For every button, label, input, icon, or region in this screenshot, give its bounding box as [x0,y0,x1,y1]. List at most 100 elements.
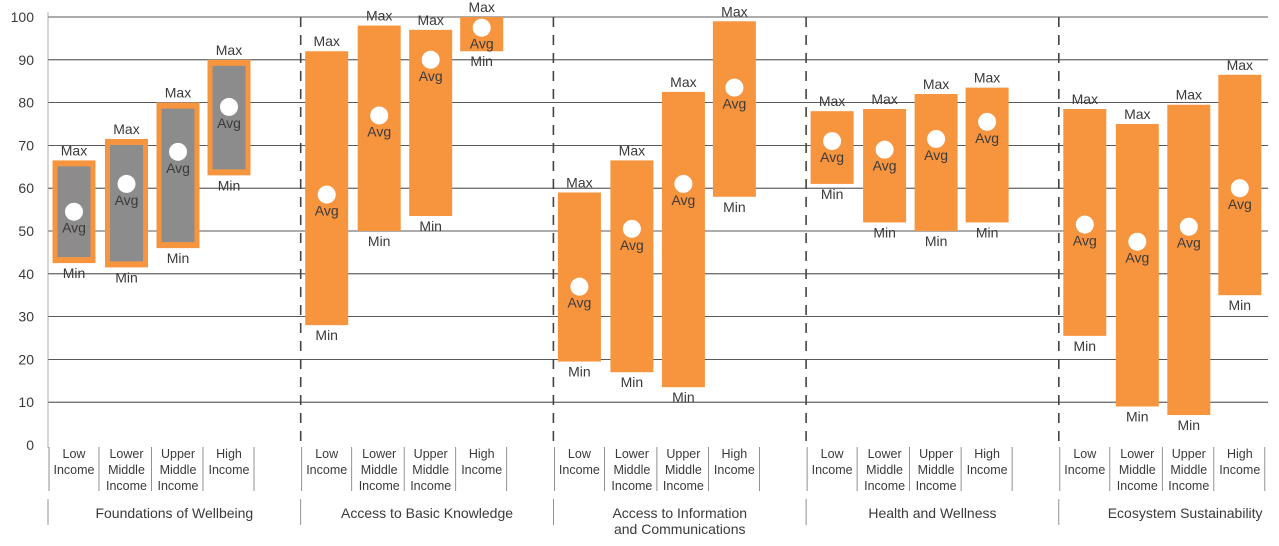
category-label: Income [812,463,853,477]
avg-label: Avg [820,149,844,165]
max-label: Max [61,142,87,158]
inner-range-bar [212,65,246,170]
category-label: Middle [665,463,702,477]
category-label: Lower [109,447,143,461]
avg-label: Avg [166,160,190,176]
min-label: Min [621,374,644,390]
avg-label: Avg [62,220,86,236]
y-tick-label: 0 [26,437,34,453]
y-tick-label: 20 [18,351,34,367]
category-label: Income [967,463,1008,477]
y-tick-label: 40 [18,266,34,282]
category-label: Low [1073,447,1097,461]
min-label: Min [873,224,896,240]
range-bar [712,21,756,197]
category-label: Low [315,447,339,461]
max-label: Max [619,142,645,158]
max-label: Max [1072,91,1098,107]
avg-label: Avg [367,123,391,139]
category-label: Income [864,479,905,493]
min-label: Min [723,199,746,215]
category-label: Middle [1170,463,1207,477]
avg-marker [1128,232,1147,251]
avg-marker [927,129,946,148]
min-label: Min [218,177,241,193]
avg-marker [220,97,238,116]
max-label: Max [113,121,139,137]
avg-label: Avg [217,115,241,131]
range-bar [965,87,1009,223]
category-label: Middle [160,463,197,477]
max-label: Max [974,70,1000,86]
min-label: Min [167,250,190,266]
y-tick-label: 50 [18,223,34,239]
min-label: Min [368,233,391,249]
min-label: Min [315,327,338,343]
category-label: High [216,447,242,461]
min-label: Min [1074,338,1097,354]
max-label: Max [1176,87,1202,103]
max-label: Max [417,12,443,28]
range-bar [914,94,958,231]
avg-marker [1075,215,1094,234]
category-label: Middle [412,463,449,477]
group-label: Ecosystem Sustainability [1108,505,1263,521]
avg-marker [370,106,389,125]
group-label: Foundations of Wellbeing [95,505,253,521]
category-label: Income [1168,479,1209,493]
category-label: Income [54,463,95,477]
avg-label: Avg [1073,233,1097,249]
category-label: Middle [613,463,650,477]
min-label: Min [1126,408,1149,424]
category-label: High [1227,447,1253,461]
avg-label: Avg [873,158,897,174]
group-label: Access to Basic Knowledge [341,505,513,521]
category-label: Upper [161,447,195,461]
avg-label: Avg [671,192,695,208]
category-label: Income [410,479,451,493]
max-label: Max [366,8,392,24]
max-label: Max [216,42,242,58]
avg-marker [472,18,491,37]
avg-marker [169,142,187,161]
avg-marker [978,112,997,131]
category-label: Income [1064,463,1105,477]
avg-marker [65,202,83,221]
category-label: Upper [666,447,700,461]
category-label: Lower [1120,447,1154,461]
min-label: Min [470,53,493,69]
avg-marker [725,78,744,97]
category-label: Middle [361,463,398,477]
range-bar [610,160,654,373]
avg-marker [317,185,336,204]
avg-label: Avg [419,68,443,84]
avg-marker [875,140,894,159]
category-label: Low [63,447,87,461]
min-label: Min [1178,417,1201,433]
category-label: Income [461,463,502,477]
category-label: Low [821,447,845,461]
category-label: Income [209,463,250,477]
category-label: Middle [918,463,955,477]
max-label: Max [1124,106,1150,122]
category-label: Upper [919,447,953,461]
avg-label: Avg [470,36,494,52]
avg-label: Avg [924,147,948,163]
category-label: Lower [868,447,902,461]
avg-label: Avg [1177,235,1201,251]
category-label: Upper [1172,447,1206,461]
min-label: Min [419,218,442,234]
y-tick-label: 30 [18,309,34,325]
min-label: Min [1229,297,1252,313]
avg-marker [674,174,693,193]
max-label: Max [1227,57,1253,73]
group-label: Access to Information [612,505,747,521]
avg-label: Avg [975,130,999,146]
avg-label: Avg [1228,196,1252,212]
category-label: Middle [866,463,903,477]
category-label: Upper [414,447,448,461]
avg-label: Avg [315,203,339,219]
avg-marker [421,50,440,69]
